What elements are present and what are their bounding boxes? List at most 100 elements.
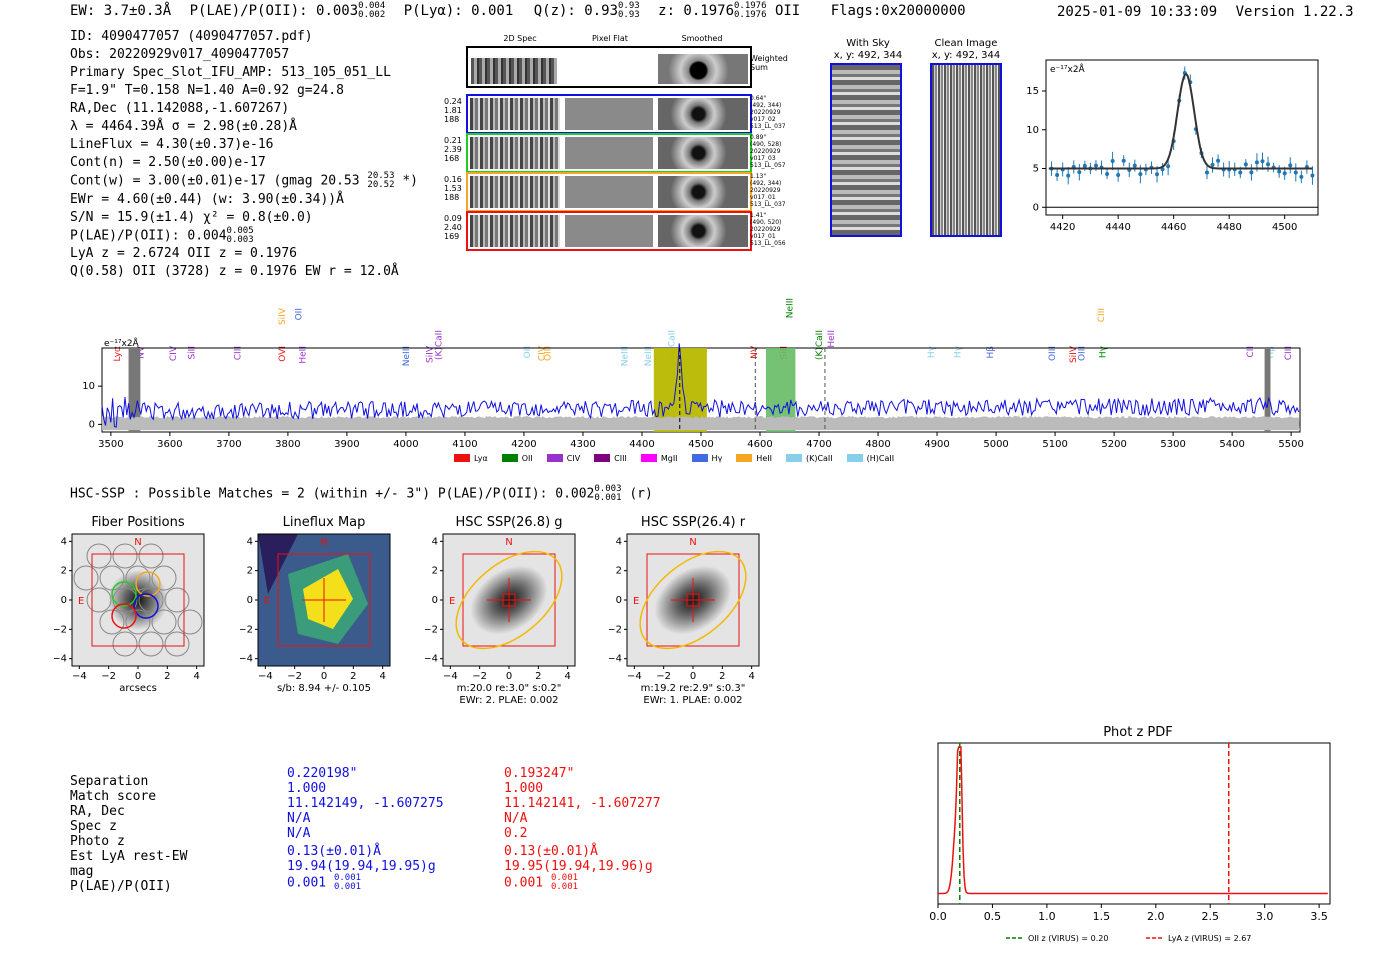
hsc-galaxy-ellipse <box>639 550 747 650</box>
hsc-x-tick-label: 0 <box>321 671 327 682</box>
cutout-meta-line: 1.41" <box>750 212 767 219</box>
info-line: Obs: 20220929v017_4090477057 <box>70 47 290 62</box>
clean-image-title: Clean Image <box>934 38 998 49</box>
match2-value: 11.142141, -1.607277 <box>504 796 661 811</box>
info-line-gmag: Cont(w) = 3.00(±0.01)e-17 (gmag 20.53 20… <box>70 171 418 190</box>
spectral-line-label: SiII <box>188 346 198 360</box>
spectrum-x-tick-label: 5300 <box>1160 439 1185 450</box>
hsc-x-tick-label: −2 <box>656 671 671 682</box>
spectral-line-label: (K)CaII <box>434 330 444 360</box>
cutout-meta-line: (490, 528) <box>750 141 782 148</box>
cutout-meta-line: v017_02 <box>750 116 776 123</box>
fiber-circle <box>138 543 164 569</box>
detection-info: ID: 4090477057 (4090477057.pdf) Obs: 202… <box>70 28 418 281</box>
spectral-line-label: CII <box>1246 346 1256 358</box>
hsc-band: (r) <box>629 486 653 502</box>
fit-data-point <box>1310 173 1315 178</box>
match1-plae: 0.001 0.001 0.001 <box>287 873 362 892</box>
hsc-y-tick-label: 0 <box>61 595 67 606</box>
hsc-panel-sub: EWr: 1. PLAE: 0.002 <box>643 695 742 706</box>
hsc-x-tick-label: −2 <box>101 671 116 682</box>
compass-east: E <box>449 596 455 607</box>
table-label: Spec z <box>70 819 117 834</box>
cutout-meta-line: 20220929 <box>750 226 781 233</box>
cutout-stat: 0.21 <box>444 136 462 145</box>
compass-east: E <box>264 596 270 607</box>
match2-value: 1.000 <box>504 781 544 796</box>
cutout-smoothed-image <box>658 98 748 130</box>
spectrum-x-tick-label: 4200 <box>511 439 536 450</box>
spectrum-x-tick-label: 4800 <box>865 439 890 450</box>
hsc-y-tick-label: 4 <box>61 536 67 547</box>
spectral-line-label: Lyα <box>113 346 123 362</box>
with-sky-title: With Sky <box>846 38 890 49</box>
fit-y-tick-label: 0 <box>1033 202 1039 213</box>
fiber-circle <box>99 609 125 635</box>
cutout-row-stats: 0.21 2.39 168 <box>444 136 462 163</box>
hsc-panel-title: HSC SSP(26.4) r <box>641 515 746 530</box>
spectrum-ticks: 3500 3600 3700 3800 3900 4000 4100 4200 4300 4400… <box>82 381 1304 450</box>
match1-plae-hi: 0.001 <box>333 873 362 883</box>
legend-swatch <box>785 454 802 462</box>
cutout-meta-line: (490, 520) <box>750 219 782 226</box>
spectrum-x-tick-label: 3700 <box>216 439 241 450</box>
match2-column: 0.193247" 1.000 11.142141, -1.607277 N/A… <box>504 766 661 892</box>
legend-label: MgII <box>660 453 678 463</box>
fit-data-point <box>1105 172 1110 177</box>
hsc-y-tick-label: 0 <box>432 595 438 606</box>
hsc-panel: HSC SSP(26.4) r N E −4 −4 −2 −2 0 0 2 2 4 4 m:19.2 re… <box>607 510 779 725</box>
cutout-flat-image <box>565 137 653 169</box>
fiber-circle <box>112 543 138 569</box>
legend-label: Hγ <box>711 453 723 463</box>
legend-label: OII <box>521 453 533 463</box>
fit-data-point <box>1260 159 1265 164</box>
spectrum-x-tick-label: 5200 <box>1101 439 1126 450</box>
match-table: Separation Match score RA, Dec Spec z Ph… <box>70 766 770 906</box>
photz-ticks: 0.0 0.5 1.0 1.5 2.0 2.5 3.0 3.5 <box>929 904 1328 923</box>
spectral-line-label: Hγ <box>1098 345 1108 358</box>
fiber-circle <box>86 587 112 613</box>
fit-data-point <box>1066 173 1071 178</box>
fit-data-point <box>1121 158 1126 163</box>
spectrum-masked-band <box>128 348 141 432</box>
hsc-y-tick-label: 4 <box>616 536 622 547</box>
hsc-x-tick-label: −4 <box>258 671 273 682</box>
match1-value: 0.220198" <box>287 766 358 781</box>
fit-data-point <box>1216 158 1221 163</box>
info-line: F=1.9" T=0.158 N=1.40 A=0.92 g=24.8 <box>70 83 344 98</box>
fiber-circle <box>138 587 164 613</box>
fit-data-point <box>1155 172 1160 177</box>
compass-east: E <box>78 596 84 607</box>
cutout-meta-line: 513_LL_056 <box>750 240 786 247</box>
spectral-line-label: NeIII <box>644 346 654 366</box>
cutout-row-stats: 0.09 2.40 169 <box>444 214 462 241</box>
spectral-line-label: HeII <box>299 346 309 364</box>
hsc-y-tick-label: −2 <box>609 624 622 635</box>
fit-data-point <box>1277 169 1282 174</box>
header-right: 2025-01-09 10:33:09 Version 1.22.3 <box>1057 4 1354 20</box>
header-bar: EW: 3.7±0.3Å P(LAE)/P(OII): 0.003 0.004 0.… <box>70 2 966 20</box>
fit-x-tick-label: 4460 <box>1161 222 1186 233</box>
hsc-y-tick-label: 4 <box>432 536 438 547</box>
fiber-circle <box>177 609 203 635</box>
cutout-smoothed-image <box>658 215 748 247</box>
hsc-panel-sub: EWr: 2. PLAE: 0.002 <box>459 695 558 706</box>
info-line: ID: 4090477057 (4090477057.pdf) <box>70 29 313 44</box>
spectral-line-label: CIV <box>538 345 548 361</box>
header-z-line: OII <box>774 3 801 19</box>
spectral-line-label: OIII <box>1078 346 1088 361</box>
table-label: Est LyA rest-EW <box>70 849 188 864</box>
legend-label: (K)CaII <box>805 453 833 463</box>
cutout-stat: 188 <box>444 115 460 124</box>
cutout-meta-line: v017_01 <box>750 194 776 201</box>
gmag-close: *) <box>402 173 418 189</box>
fit-data-point <box>1249 170 1254 175</box>
spectrum-x-tick-label: 5000 <box>983 439 1008 450</box>
fiber-circle <box>151 609 177 635</box>
cutout-flat-image <box>565 98 653 130</box>
photz-x-tick-label: 0.0 <box>929 910 947 923</box>
spectral-line-label: (K)CaII <box>815 330 825 360</box>
fit-data-point <box>1282 171 1287 176</box>
cutout-meta-line: 1.13" <box>750 173 767 180</box>
header-qz-lo: 0.93 <box>618 10 640 20</box>
